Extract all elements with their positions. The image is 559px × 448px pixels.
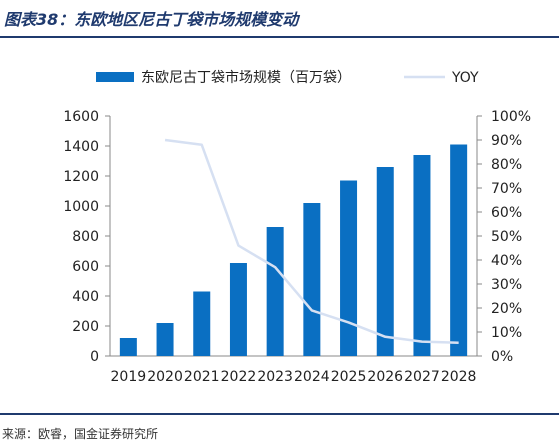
yoy-series	[164, 138, 459, 345]
right-axis-tick-label: 60%	[491, 205, 522, 221]
bar	[156, 323, 174, 356]
x-axis-tick-label: 2019	[111, 369, 147, 385]
left-axis-tick-label: 1200	[63, 169, 99, 185]
source-note: 来源：欧睿，国金证券研究所	[2, 427, 159, 441]
right-axis-tick-label: 80%	[491, 157, 522, 173]
figure-title: 图表38：东欧地区尼古丁袋市场规模变动	[4, 10, 299, 29]
bar	[340, 180, 358, 356]
bar-series	[119, 144, 468, 356]
left-axis-tick-label: 1400	[63, 139, 99, 155]
legend-line-label: YOY	[451, 70, 479, 86]
left-axis-tick-label: 1000	[63, 199, 99, 215]
right-axis-tick-label: 10%	[491, 325, 522, 341]
bar	[413, 155, 431, 356]
x-axis-tick-label: 2027	[404, 369, 440, 385]
right-axis-tick-label: 20%	[491, 301, 522, 317]
left-axis-tick-label: 0	[90, 349, 99, 365]
bar	[376, 167, 394, 356]
bottom-rule	[0, 413, 559, 415]
left-axis-tick-label: 200	[72, 319, 99, 335]
x-axis-tick-label: 2026	[367, 369, 403, 385]
tick-labels: 0 200 400 600 800 1000 1200 1400 1600 0% 10% 20% 30%…	[63, 109, 531, 385]
right-axis-tick-label: 0%	[491, 349, 513, 365]
bar	[119, 338, 137, 356]
right-axis-tick-label: 100%	[491, 109, 531, 125]
x-axis-tick-label: 2024	[294, 369, 330, 385]
left-axis-tick-label: 400	[72, 289, 99, 305]
right-axis-tick-label: 90%	[491, 133, 522, 149]
right-axis-tick-label: 70%	[491, 181, 522, 197]
chart: 东欧尼古丁袋市场规模（百万袋） YOY 0 200 400 600 800 1000 120…	[63, 69, 531, 385]
bar	[229, 263, 247, 356]
legend-bar-swatch	[96, 72, 134, 82]
bar	[193, 291, 211, 356]
legend-bar-label: 东欧尼古丁袋市场规模（百万袋）	[141, 69, 351, 86]
right-axis-tick-label: 50%	[491, 229, 522, 245]
bar	[303, 203, 321, 356]
x-axis-tick-label: 2028	[441, 369, 477, 385]
right-axis-tick-label: 30%	[491, 277, 522, 293]
left-axis-tick-label: 800	[72, 229, 99, 245]
yoy-line	[164, 138, 459, 345]
top-rule	[0, 36, 559, 38]
bar	[266, 227, 284, 356]
x-axis-tick-label: 2023	[257, 369, 293, 385]
x-axis-tick-label: 2025	[331, 369, 367, 385]
x-axis-tick-label: 2021	[184, 369, 220, 385]
left-axis-tick-label: 1600	[63, 109, 99, 125]
x-axis-tick-label: 2022	[221, 369, 257, 385]
right-axis-tick-label: 40%	[491, 253, 522, 269]
x-axis-tick-label: 2020	[147, 369, 183, 385]
legend: 东欧尼古丁袋市场规模（百万袋） YOY	[96, 69, 479, 86]
bar	[450, 144, 468, 356]
left-axis-tick-label: 600	[72, 259, 99, 275]
